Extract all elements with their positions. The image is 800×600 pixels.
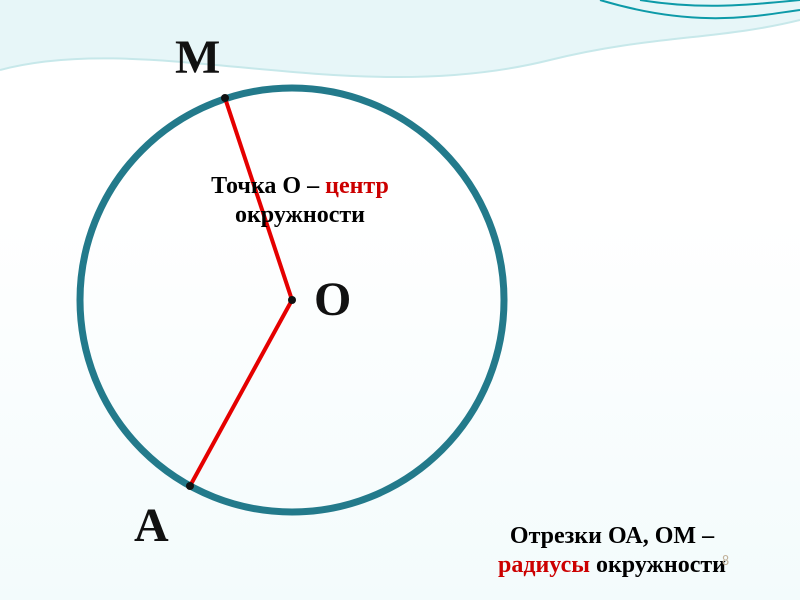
- radius-OA: [190, 300, 292, 486]
- label-M: М: [175, 30, 220, 85]
- label-A: А: [134, 498, 169, 553]
- caption-center-plain1: Точка О –: [211, 173, 325, 199]
- caption-radii-plain1: Отрезки ОА, ОМ –: [510, 523, 714, 549]
- slide: М О А Точка О – центр окружности Отрезки…: [0, 0, 800, 600]
- caption-radii-accent: радиусы: [498, 552, 590, 578]
- caption-radii: Отрезки ОА, ОМ – радиусы окружности: [452, 522, 772, 580]
- caption-radii-plain2: окружности: [590, 552, 726, 578]
- circle: [80, 88, 504, 512]
- label-O: О: [314, 272, 351, 327]
- wave-decoration: [0, 0, 800, 120]
- caption-center-plain2: окружности: [235, 202, 365, 228]
- page-number: 8: [722, 552, 729, 569]
- point-O-dot: [288, 296, 296, 304]
- point-A-dot: [186, 482, 194, 490]
- caption-center: Точка О – центр окружности: [170, 172, 430, 230]
- caption-center-accent: центр: [325, 173, 389, 199]
